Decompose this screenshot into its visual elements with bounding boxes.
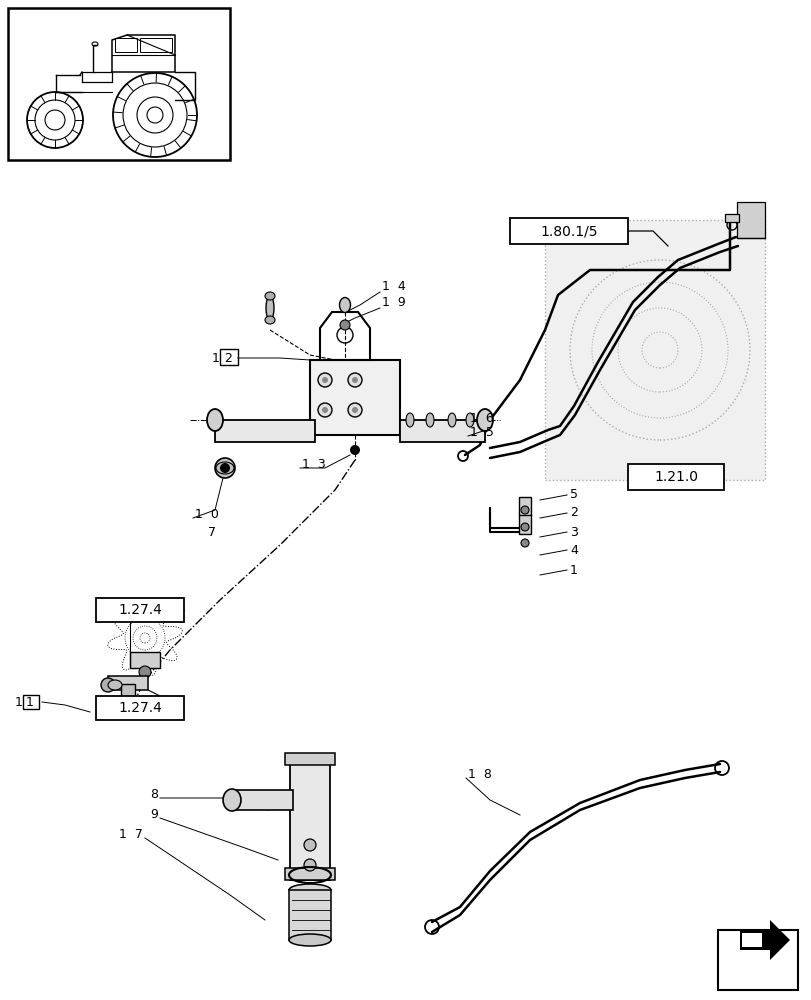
Bar	[130, 652, 160, 668]
Bar	[310, 360, 400, 435]
Ellipse shape	[223, 789, 241, 811]
Bar	[115, 38, 137, 52]
Ellipse shape	[266, 296, 273, 320]
Bar	[400, 420, 484, 442]
Bar	[717, 930, 797, 990]
Circle shape	[318, 403, 332, 417]
Bar	[285, 753, 335, 765]
Ellipse shape	[108, 680, 122, 690]
Circle shape	[521, 539, 528, 547]
Text: 1: 1	[569, 564, 577, 576]
Bar	[96, 598, 184, 622]
Ellipse shape	[476, 409, 492, 431]
Ellipse shape	[289, 884, 331, 896]
Circle shape	[215, 458, 234, 478]
Text: 2: 2	[224, 352, 232, 364]
Circle shape	[101, 678, 115, 692]
Bar	[121, 684, 135, 700]
Circle shape	[322, 377, 328, 383]
Circle shape	[139, 666, 151, 678]
Ellipse shape	[466, 413, 474, 427]
Bar	[8, 8, 230, 160]
Bar	[108, 676, 148, 690]
Bar	[220, 349, 238, 365]
Circle shape	[521, 506, 528, 514]
Circle shape	[220, 463, 230, 473]
Text: 1  3: 1 3	[302, 458, 325, 472]
Bar	[289, 890, 331, 940]
Text: 7: 7	[208, 526, 216, 540]
Bar	[285, 868, 335, 880]
Ellipse shape	[289, 934, 331, 946]
Polygon shape	[739, 920, 789, 960]
Ellipse shape	[264, 316, 275, 324]
Bar	[509, 218, 627, 244]
Circle shape	[348, 373, 362, 387]
Circle shape	[318, 373, 332, 387]
Bar	[23, 695, 39, 709]
Circle shape	[521, 523, 528, 531]
Circle shape	[322, 407, 328, 413]
Text: 1: 1	[15, 696, 23, 708]
Text: 1.21.0: 1.21.0	[653, 470, 697, 484]
Text: 1.27.4: 1.27.4	[118, 603, 161, 617]
Ellipse shape	[207, 409, 223, 431]
Bar	[139, 38, 172, 52]
Ellipse shape	[426, 413, 433, 427]
Ellipse shape	[448, 413, 456, 427]
Text: 5: 5	[569, 488, 577, 502]
Bar	[234, 790, 293, 810]
Circle shape	[351, 407, 358, 413]
Text: 1  6: 1 6	[470, 412, 493, 424]
Bar	[290, 760, 329, 880]
Bar	[544, 220, 764, 480]
Circle shape	[350, 445, 359, 455]
Bar	[741, 933, 761, 947]
Text: 1  9: 1 9	[381, 296, 406, 310]
Ellipse shape	[264, 292, 275, 300]
Circle shape	[303, 859, 315, 871]
Bar	[724, 214, 738, 222]
Ellipse shape	[339, 298, 350, 312]
Bar	[627, 464, 723, 490]
Text: 1: 1	[212, 352, 220, 364]
Text: 3: 3	[569, 526, 577, 538]
Bar	[215, 420, 315, 442]
Circle shape	[303, 839, 315, 851]
Circle shape	[348, 403, 362, 417]
Circle shape	[340, 320, 350, 330]
Ellipse shape	[406, 413, 414, 427]
Text: 8: 8	[150, 788, 158, 801]
Text: 2: 2	[569, 506, 577, 520]
Text: 1.27.4: 1.27.4	[118, 701, 161, 715]
Bar	[518, 497, 530, 515]
Text: 1  8: 1 8	[467, 768, 491, 782]
Text: 1  4: 1 4	[381, 280, 406, 294]
Text: 1.80.1/5: 1.80.1/5	[539, 224, 597, 238]
Bar	[96, 696, 184, 720]
Text: 4: 4	[569, 544, 577, 556]
Circle shape	[351, 377, 358, 383]
Text: 1  5: 1 5	[470, 426, 493, 440]
Text: 9: 9	[150, 808, 158, 821]
Text: 1: 1	[26, 696, 34, 708]
Text: 1  7: 1 7	[119, 828, 143, 841]
Bar	[736, 202, 764, 238]
Bar	[518, 514, 530, 534]
Text: 1  0: 1 0	[195, 508, 219, 522]
